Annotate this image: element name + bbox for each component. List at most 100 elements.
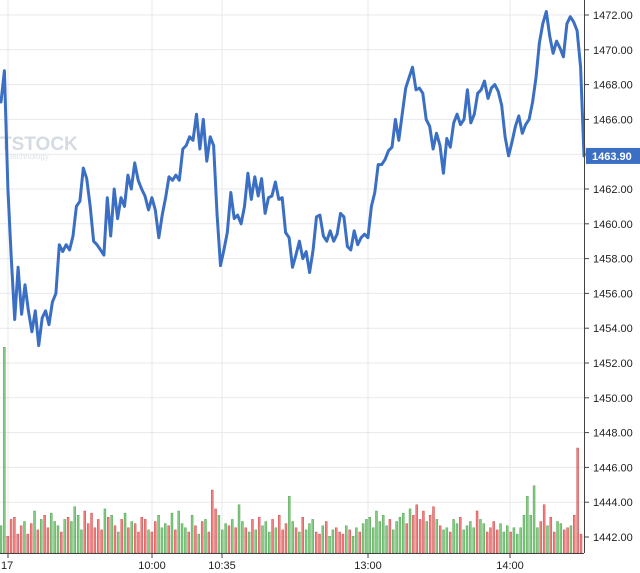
volume-bar-up (361, 523, 365, 554)
volume-bar-up (268, 531, 271, 554)
volume-bar-down (36, 529, 40, 554)
volume-bar-up (371, 527, 375, 554)
y-tick-label: 1448.00 (593, 428, 633, 440)
volume-bar-down (318, 533, 321, 554)
watermark: TSTOCK technology (0, 134, 78, 161)
volume-bar-down (214, 508, 217, 554)
volume-bar-up (184, 527, 187, 554)
volume-bar-down (579, 533, 583, 554)
volume-bar-up (355, 527, 358, 554)
volume-bar-down (475, 510, 479, 554)
volume-bar-down (86, 523, 90, 554)
volume-bar-down (211, 489, 214, 554)
price-line (0, 10, 586, 348)
volume-bar-down (338, 531, 341, 554)
volume-bar-up (231, 519, 234, 554)
volume-bar-down (83, 510, 87, 554)
volume-bar-down (294, 527, 298, 554)
volume-bar-up (204, 519, 207, 554)
volume-bar-down (271, 519, 274, 554)
volume-bar-down (335, 527, 338, 554)
volume-bar-up (53, 521, 56, 554)
x-tick-label: 10:35 (208, 560, 236, 572)
volume-bar-down (9, 519, 13, 554)
x-tick-label: 17 (1, 560, 13, 572)
volume-bar-up (482, 523, 485, 554)
volume-bar-down (432, 506, 435, 554)
volume-bar-down (6, 536, 9, 554)
volume-bar-down (127, 527, 130, 554)
volume-bar-down (26, 533, 30, 554)
volume-bar-up (392, 529, 395, 554)
volume-bar-down (140, 517, 144, 554)
volume-bar-down (133, 523, 137, 554)
volume-bar-down (244, 527, 247, 554)
volume-bar-up (103, 508, 107, 554)
y-tick-label: 1446.00 (593, 462, 633, 474)
volume-bar-down (552, 531, 556, 554)
volume-bar-up (408, 508, 412, 554)
volume-bar-up (536, 527, 539, 554)
volume-bar-down (539, 521, 542, 554)
y-tick-label: 1472.00 (593, 10, 633, 22)
volume-bar-up (375, 510, 378, 554)
volume-bar-up (479, 519, 482, 554)
volume-bar-up (516, 533, 519, 554)
y-tick-label: 1466.00 (593, 114, 633, 126)
volume-bar-up (381, 515, 385, 554)
y-tick-label: 1462.00 (593, 184, 633, 196)
volume-bar-up (177, 510, 180, 554)
volume-bar-up (3, 347, 6, 554)
y-tick-label: 1454.00 (593, 323, 633, 335)
volume-bar-up (23, 521, 26, 554)
volume-bar-down (388, 519, 392, 554)
volume-bar-up (304, 529, 308, 554)
y-tick-label: 1460.00 (593, 219, 633, 231)
volume-bar-up (40, 519, 43, 554)
volume-bar-down (257, 517, 261, 554)
watermark-brand: TSTOCK (0, 134, 78, 155)
volume-bar-up (261, 525, 264, 554)
volume-bar-up (157, 515, 160, 554)
volume-bar-down (46, 527, 50, 554)
last-price-badge-bg (586, 147, 640, 164)
volume-bar-down (492, 521, 496, 554)
y-tick-label: 1452.00 (593, 358, 633, 370)
volume-bar-up (80, 529, 83, 554)
volume-bar-up (519, 527, 522, 554)
volume-bar-up (224, 523, 227, 554)
volume-bar-down (459, 517, 462, 554)
volume-bar-down (167, 525, 170, 554)
x-axis-ticks: 17 10:00 10:35 13:00 14:00 (1, 553, 524, 572)
volume-bar-down (284, 523, 288, 554)
volume-bar-up (33, 510, 36, 554)
volume-bar-down (97, 519, 100, 554)
volume-bar-up (63, 519, 66, 554)
volume-bar-up (221, 529, 224, 554)
volume-bar-up (395, 521, 398, 554)
volume-bar-up (73, 506, 76, 554)
volume-bar-down (29, 523, 33, 554)
last-price-badge[interactable]: 1463.90 (586, 147, 640, 164)
volume-bar-down (278, 515, 281, 554)
volume-bar-down (234, 527, 237, 554)
axes (0, 0, 585, 554)
volume-bar-down (405, 523, 408, 554)
volume-bar-down (100, 529, 103, 554)
volume-bar-up (472, 527, 475, 554)
volume-bar-up (197, 533, 201, 554)
volume-bar-up (328, 536, 331, 554)
volume-bar-down (143, 519, 147, 554)
y-tick-label: 1444.00 (593, 497, 633, 509)
volume-bar-down (251, 519, 254, 554)
volume-bar-up (398, 517, 402, 554)
volume-bar-up (190, 515, 194, 554)
volume-bar-down (281, 529, 284, 554)
volume-bar-up (559, 523, 563, 554)
volume-bar-up (247, 531, 251, 554)
volume-bar-up (180, 523, 184, 554)
volume-bar-up (147, 529, 150, 554)
volume-bar-up (462, 529, 465, 554)
volume-bar-down (200, 521, 204, 554)
